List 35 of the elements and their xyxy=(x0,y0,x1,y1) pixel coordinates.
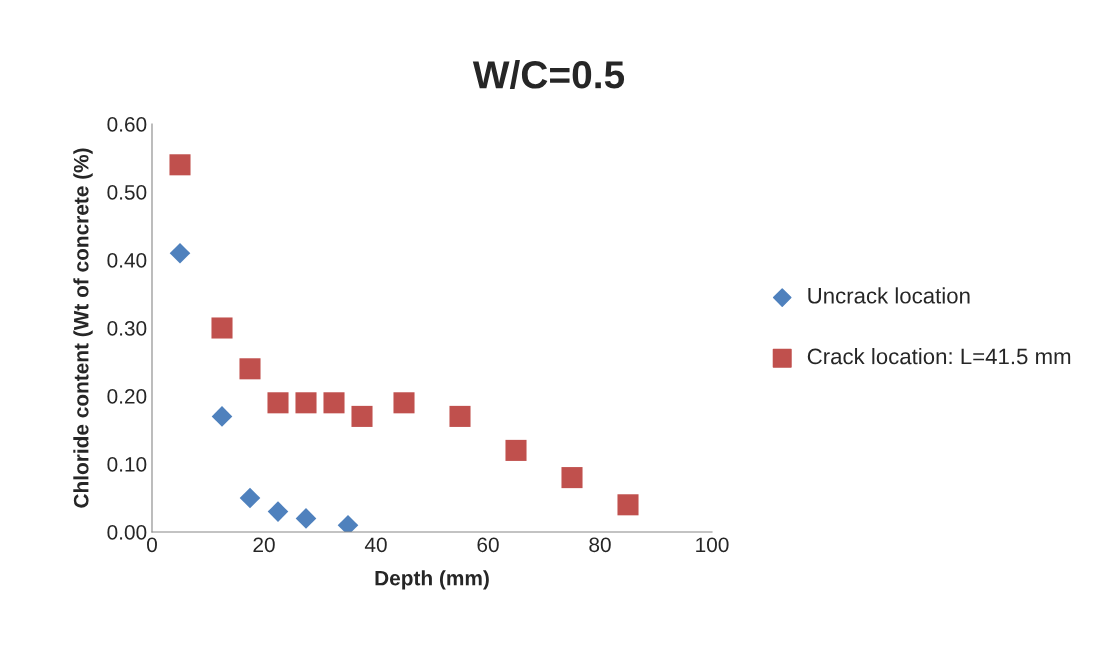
point xyxy=(239,358,261,380)
point xyxy=(323,392,345,414)
point xyxy=(393,392,415,414)
y-tick-label: 0.20 xyxy=(107,389,147,404)
y-tick-label: 0.40 xyxy=(107,253,147,268)
y-tick-label: 0.50 xyxy=(107,185,147,200)
y-tick-label: 0.30 xyxy=(107,321,147,336)
point xyxy=(211,317,233,339)
x-tick-label: 0 xyxy=(147,537,157,553)
x-tick-label: 40 xyxy=(364,537,387,553)
x-tick-label: 20 xyxy=(253,537,275,553)
x-tick-label: 60 xyxy=(477,537,499,553)
point xyxy=(351,405,373,427)
point xyxy=(505,439,527,461)
legend-label: Uncrack location xyxy=(808,287,970,304)
point xyxy=(211,406,233,427)
point xyxy=(239,487,261,509)
y-axis-title: Chloride content (Wt of concrete (%) xyxy=(73,148,93,508)
point xyxy=(295,392,317,414)
y-tick-label: 0.60 xyxy=(107,117,147,132)
chart-title: W/C=0.5 xyxy=(472,60,625,89)
point xyxy=(449,405,471,427)
point xyxy=(617,494,639,516)
point xyxy=(267,501,289,522)
y-tick-label: 0.00 xyxy=(107,525,147,540)
x-axis-title: Depth (mm) xyxy=(375,570,489,590)
point xyxy=(295,508,317,529)
point xyxy=(169,242,191,264)
y-tick-label: 0.10 xyxy=(107,457,147,472)
point xyxy=(267,392,289,414)
legend-label: Crack location: L=41.5 mm xyxy=(807,348,1071,365)
point xyxy=(169,154,191,176)
x-tick-label: 80 xyxy=(589,537,611,553)
point xyxy=(561,467,583,489)
x-tick-label: 100 xyxy=(696,537,729,553)
